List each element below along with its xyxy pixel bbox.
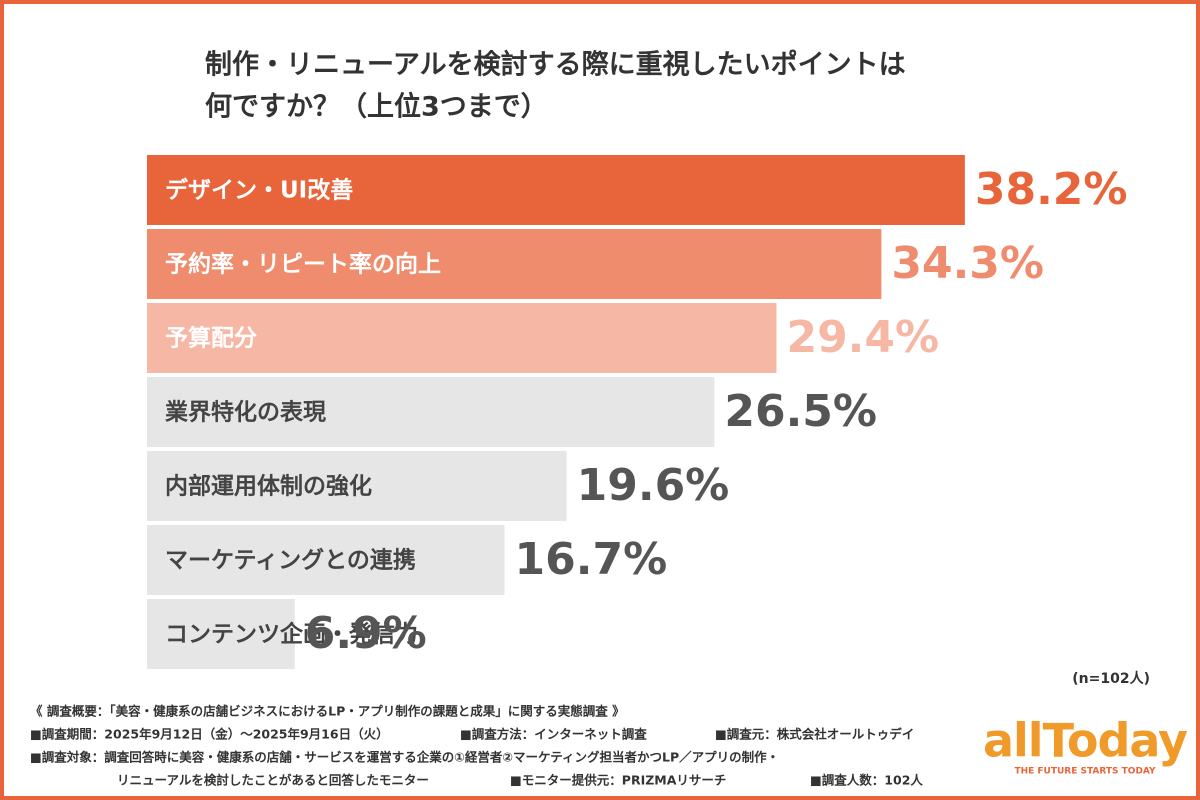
chart-title: 制作・リニューアルを検討する際に重視したいポイントは xyxy=(205,49,906,81)
bar-label: デザイン・UI改善 xyxy=(165,177,353,204)
logo: allToday xyxy=(983,714,1188,768)
bar xyxy=(147,451,567,521)
bar-label: 予算配分 xyxy=(165,325,257,352)
survey-note: ■モニター提供元：PRIZMAリサーチ xyxy=(510,773,726,788)
bar-label: コンテンツ企画・発信力 xyxy=(165,621,418,648)
bar xyxy=(147,377,715,447)
bar-label: 予約率・リピート率の向上 xyxy=(165,251,441,278)
sample-size: (n=102人) xyxy=(1072,670,1150,687)
survey-note: ■調査元：株式会社オールトゥデイ xyxy=(715,727,914,742)
survey-note: ■調査方法：インターネット調査 xyxy=(460,727,647,742)
value-label: 6.9% xyxy=(305,608,427,659)
bar xyxy=(147,155,965,225)
bar xyxy=(147,303,777,373)
value-label: 38.2% xyxy=(975,164,1128,215)
bar-label: マーケティングとの連携 xyxy=(165,547,416,574)
survey-note: ■調査対象：調査回答時に美容・健康系の店舗・サービスを運営する企業の①経営者②マ… xyxy=(30,750,779,765)
chart-title: 何ですか？（上位3つまで） xyxy=(205,91,548,123)
value-label: 26.5% xyxy=(724,386,877,437)
bar xyxy=(147,599,295,669)
survey-note: 《 調査概要：「美容・健康系の店舗ビジネスにおけるLP・アプリ制作の課題と成果」… xyxy=(30,704,625,719)
bar xyxy=(147,229,882,299)
bar-label: 内部運用体制の強化 xyxy=(165,473,372,500)
logo-tagline: THE FUTURE STARTS TODAY xyxy=(1014,767,1156,777)
value-label: 16.7% xyxy=(515,534,668,585)
bar xyxy=(147,525,505,595)
survey-note: リニューアルを検討したことがあると回答したモニター xyxy=(117,773,429,788)
survey-note: ■調査期間：2025年9月12日（金）～2025年9月16日（火） xyxy=(30,727,389,742)
survey-note: ■調査人数：102人 xyxy=(810,773,923,788)
bar-label: 業界特化の表現 xyxy=(164,399,326,426)
value-label: 19.6% xyxy=(577,460,730,511)
value-label: 29.4% xyxy=(786,312,939,363)
value-label: 34.3% xyxy=(891,238,1044,289)
